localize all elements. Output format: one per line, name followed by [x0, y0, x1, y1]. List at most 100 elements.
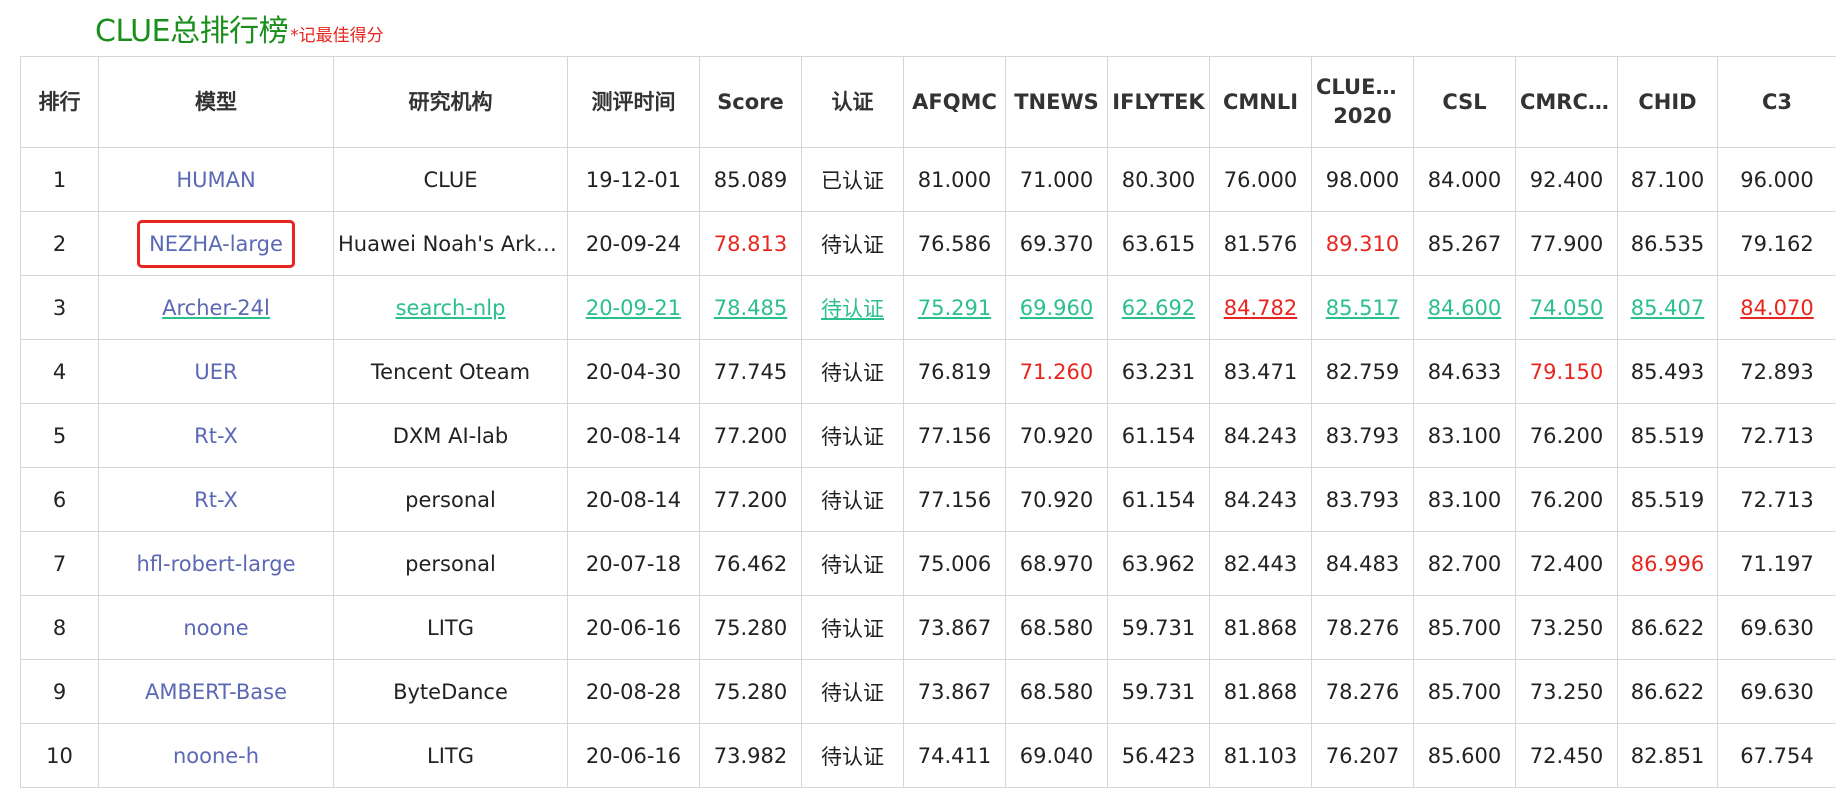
cell-rank: 9 [20, 659, 99, 724]
table-row: 3 Archer-24l search-nlp 20-09-21 78.485 待认证 75… [20, 275, 1836, 340]
cell-chid: 82.851 [1617, 723, 1718, 788]
cell-score: 73.982 [699, 723, 802, 788]
cell-cmnli: 76.000 [1209, 147, 1312, 212]
table-row: 5 Rt-X DXM AI-lab 20-08-14 77.200 待认证 77.156 70… [20, 403, 1836, 468]
cell-rank: 7 [20, 531, 99, 596]
cell-chid: 85.519 [1617, 467, 1718, 532]
col-header-afqmc: AFQMC [903, 56, 1006, 148]
cell-cmnli[interactable]: 84.782 [1209, 275, 1312, 340]
model-link[interactable]: Rt-X [194, 487, 238, 512]
cell-cluewsc[interactable]: 85.517 [1311, 275, 1414, 340]
model-link[interactable]: Archer-24l [162, 295, 270, 320]
cell-model: NEZHA-large [98, 211, 334, 276]
cell-cert[interactable]: 待认证 [801, 275, 904, 340]
cell-csl[interactable]: 84.600 [1413, 275, 1516, 340]
cell-date[interactable]: 20-09-21 [567, 275, 700, 340]
table-row: 7 hfl-robert-large personal 20-07-18 76.462 待… [20, 531, 1836, 596]
cell-cmnli: 81.103 [1209, 723, 1312, 788]
col-header-cmrc2018: CMRC2018 [1515, 56, 1618, 148]
cell-c3[interactable]: 84.070 [1717, 275, 1836, 340]
cell-iflytek: 59.731 [1107, 595, 1210, 660]
table-row: 6 Rt-X personal 20-08-14 77.200 待认证 77.156 70.9… [20, 467, 1836, 532]
cell-cmnli: 81.868 [1209, 595, 1312, 660]
cell-score: 75.280 [699, 595, 802, 660]
cell-tnews: 70.920 [1005, 467, 1108, 532]
cell-model: AMBERT-Base [98, 659, 334, 724]
cell-rank: 3 [20, 275, 99, 340]
cell-org[interactable]: search-nlp [333, 275, 568, 340]
model-link[interactable]: hfl-robert-large [136, 551, 296, 576]
cell-iflytek: 59.731 [1107, 659, 1210, 724]
cell-score: 77.200 [699, 467, 802, 532]
cell-cluewsc: 98.000 [1311, 147, 1414, 212]
cell-cmrc[interactable]: 74.050 [1515, 275, 1618, 340]
cell-chid[interactable]: 85.407 [1617, 275, 1718, 340]
cell-rank: 8 [20, 595, 99, 660]
cell-cmnli: 84.243 [1209, 467, 1312, 532]
cell-cert: 待认证 [801, 659, 904, 724]
table-row: 4 UER Tencent Oteam 20-04-30 77.745 待认证 76.819… [20, 339, 1836, 404]
cell-cert: 待认证 [801, 467, 904, 532]
leaderboard-heading: CLUE总排行榜 *记最佳得分 [95, 6, 384, 49]
cell-cluewsc: 83.793 [1311, 403, 1414, 468]
cell-model: Rt-X [98, 467, 334, 532]
cell-iflytek[interactable]: 62.692 [1107, 275, 1210, 340]
cell-c3: 71.197 [1717, 531, 1836, 596]
cell-score[interactable]: 78.485 [699, 275, 802, 340]
cell-rank: 4 [20, 339, 99, 404]
cell-org: LITG [333, 723, 568, 788]
cell-afqmc[interactable]: 75.291 [903, 275, 1006, 340]
model-link[interactable]: noone [183, 615, 249, 640]
cell-tnews: 68.580 [1005, 659, 1108, 724]
col-header-c3: C3 [1717, 56, 1836, 148]
model-link[interactable]: AMBERT-Base [144, 679, 288, 704]
cell-rank: 5 [20, 403, 99, 468]
cell-tnews[interactable]: 69.960 [1005, 275, 1108, 340]
col-header-tnews: TNEWS [1005, 56, 1108, 148]
cell-cluewsc: 76.207 [1311, 723, 1414, 788]
cell-csl: 83.100 [1413, 467, 1516, 532]
cell-iflytek: 63.615 [1107, 211, 1210, 276]
cell-date: 20-07-18 [567, 531, 700, 596]
model-link[interactable]: Rt-X [194, 423, 238, 448]
model-link[interactable]: NEZHA-large [137, 219, 295, 268]
table-row: 8 noone LITG 20-06-16 75.280 待认证 73.867 68.580 5… [20, 595, 1836, 660]
col-header-iflytek: IFLYTEK [1107, 56, 1210, 148]
cell-cmrc: 76.200 [1515, 467, 1618, 532]
cell-afqmc: 77.156 [903, 403, 1006, 468]
cell-date: 20-09-24 [567, 211, 700, 276]
cell-date: 20-08-14 [567, 467, 700, 532]
cell-chid: 86.535 [1617, 211, 1718, 276]
col-header-score: Score [699, 56, 802, 148]
model-link[interactable]: UER [194, 359, 238, 384]
cell-score: 77.200 [699, 403, 802, 468]
cell-score: 76.462 [699, 531, 802, 596]
cell-c3: 72.713 [1717, 403, 1836, 468]
cell-cmnli: 82.443 [1209, 531, 1312, 596]
cell-iflytek: 61.154 [1107, 403, 1210, 468]
cell-date: 20-08-14 [567, 403, 700, 468]
cell-cert: 待认证 [801, 595, 904, 660]
cell-cmrc: 73.250 [1515, 595, 1618, 660]
model-link[interactable]: noone-h [172, 743, 260, 768]
cell-afqmc: 81.000 [903, 147, 1006, 212]
cell-c3: 69.630 [1717, 595, 1836, 660]
cell-score: 78.813 [699, 211, 802, 276]
table-row: 10 noone-h LITG 20-06-16 73.982 待认证 74.411 69.0… [20, 723, 1836, 788]
cell-date: 20-06-16 [567, 595, 700, 660]
cell-score: 77.745 [699, 339, 802, 404]
cell-model: HUMAN [98, 147, 334, 212]
page-subtitle: *记最佳得分 [290, 26, 384, 46]
cell-csl: 84.000 [1413, 147, 1516, 212]
cell-cmrc: 72.450 [1515, 723, 1618, 788]
cell-csl: 85.600 [1413, 723, 1516, 788]
table-row: 2 NEZHA-large Huawei Noah's Ark Lab 20-09-2… [20, 211, 1836, 276]
cell-chid: 85.493 [1617, 339, 1718, 404]
model-link[interactable]: HUMAN [176, 167, 256, 192]
cell-model: Archer-24l [98, 275, 334, 340]
cell-org: CLUE [333, 147, 568, 212]
cell-cert: 待认证 [801, 339, 904, 404]
cell-org: LITG [333, 595, 568, 660]
cell-csl: 82.700 [1413, 531, 1516, 596]
cell-cmrc: 72.400 [1515, 531, 1618, 596]
